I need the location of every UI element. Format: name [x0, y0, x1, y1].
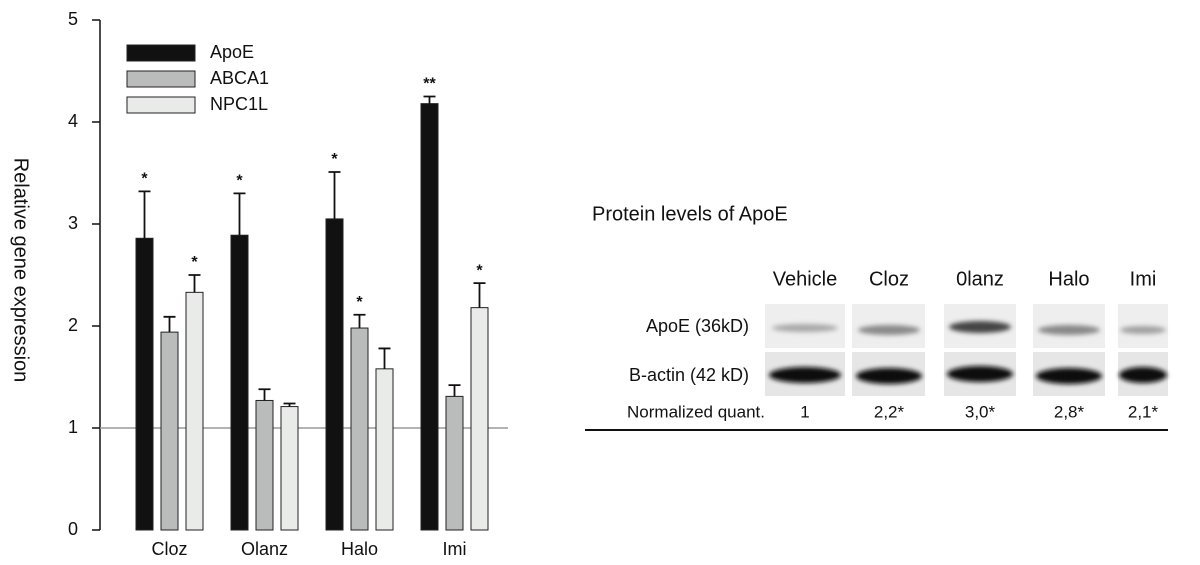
legend-label: ABCA1 [210, 68, 269, 88]
lane-label: Cloz [869, 268, 909, 290]
y-tick-label: 4 [68, 111, 78, 131]
bar [350, 327, 369, 531]
quant-value: 2,1* [1128, 402, 1159, 421]
x-tick-label: Imi [443, 539, 467, 559]
significance-mark: * [141, 171, 148, 188]
y-axis-label: Relative gene expression [10, 158, 32, 383]
blot-panels [765, 304, 1168, 396]
quant-value: 2,8* [1054, 402, 1085, 421]
significance-mark: * [356, 294, 363, 311]
significance-mark: * [331, 151, 338, 168]
error-bar [423, 95, 436, 104]
x-tick-label: Olanz [241, 539, 288, 559]
y-tick-label: 5 [68, 9, 78, 29]
bar [470, 307, 489, 531]
error-bar [188, 274, 201, 293]
lane-label: Imi [1130, 268, 1157, 290]
significance-mark: * [236, 173, 243, 190]
error-bar [163, 315, 176, 333]
bar [325, 218, 344, 531]
error-bar [353, 313, 366, 329]
significance-mark: * [476, 262, 483, 279]
bar [185, 291, 204, 531]
legend-label: ApoE [210, 42, 254, 62]
legend-swatch [126, 96, 196, 114]
bar [255, 399, 274, 531]
row-label: B-actin (42 kD) [629, 365, 749, 385]
error-bar [138, 190, 151, 239]
quant-label: Normalized quant. [627, 402, 765, 421]
y-tick-label: 1 [68, 417, 78, 437]
blot-title: Protein levels of ApoE [592, 203, 788, 225]
x-tick-label: Cloz [151, 539, 187, 559]
bar [160, 331, 179, 531]
error-bar [378, 347, 391, 369]
x-tick-label: Halo [341, 539, 378, 559]
bar [375, 368, 394, 531]
error-bar [328, 171, 341, 219]
error-bar [448, 384, 461, 397]
legend-label: NPC1L [210, 94, 268, 114]
error-bar [233, 192, 246, 236]
lane-label: 0lanz [956, 268, 1004, 290]
legend-swatch [126, 70, 196, 88]
bar [445, 395, 464, 531]
quant-value: 2,2* [874, 402, 905, 421]
y-tick-label: 0 [68, 519, 78, 539]
legend-swatch [126, 44, 196, 62]
y-tick-label: 2 [68, 315, 78, 335]
quant-value: 3,0* [965, 402, 996, 421]
error-bar [283, 402, 296, 407]
bar [280, 406, 299, 531]
significance-mark: * [191, 254, 198, 271]
significance-mark: ** [423, 76, 436, 93]
quant-value: 1 [800, 402, 809, 421]
bar [420, 103, 439, 531]
error-bar [473, 282, 486, 308]
lane-label: Vehicle [773, 268, 838, 290]
row-label: ApoE (36kD) [646, 316, 749, 336]
bar [135, 237, 154, 531]
y-tick-label: 3 [68, 213, 78, 233]
lane-label: Halo [1048, 268, 1089, 290]
error-bar [258, 388, 271, 401]
bar [230, 234, 249, 531]
